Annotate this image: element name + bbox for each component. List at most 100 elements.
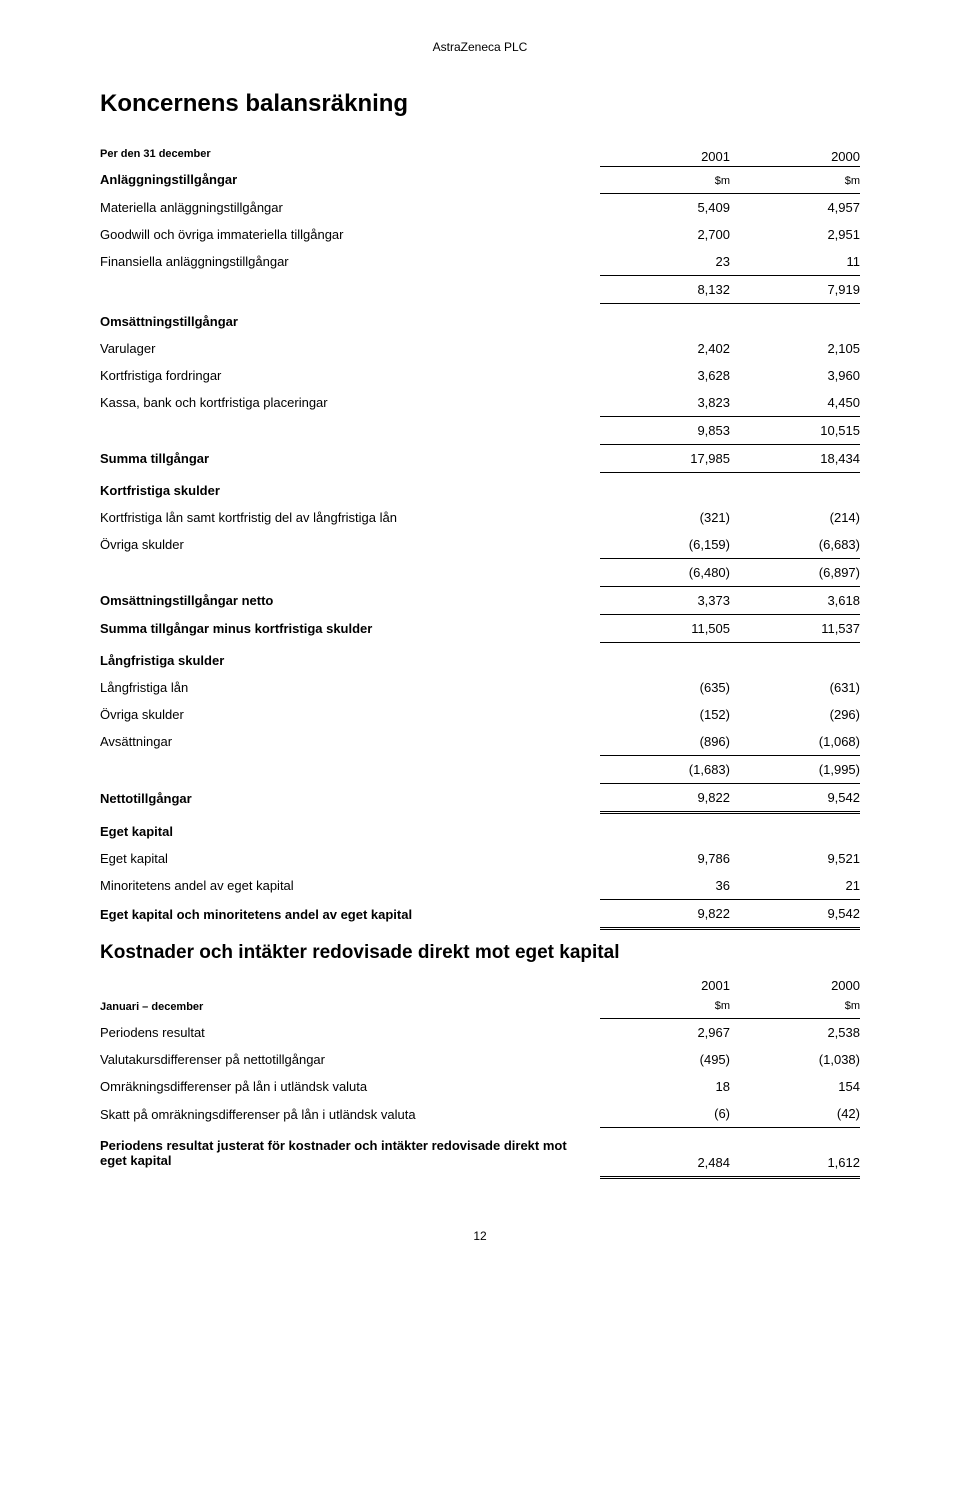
table-row: Finansiella anläggningstillgångar 23 11 bbox=[100, 248, 860, 276]
subtotal-row: (1,683) (1,995) bbox=[100, 755, 860, 783]
col-year-2: 2000 bbox=[730, 142, 860, 166]
row-val-2: 2,105 bbox=[730, 335, 860, 362]
row-val-2: (1,068) bbox=[730, 728, 860, 756]
section-langfristiga-skulder: Långfristiga skulder bbox=[100, 642, 860, 674]
table-row: Valutakursdifferenser på nettotillgångar… bbox=[100, 1046, 860, 1073]
row-val-2: 3,618 bbox=[730, 586, 860, 614]
main-title: Koncernens balansräkning bbox=[100, 90, 860, 118]
row-val-2: (214) bbox=[730, 504, 860, 531]
row-label: Omräkningsdifferenser på lån i utländsk … bbox=[100, 1073, 600, 1100]
unit-1: $m bbox=[600, 166, 730, 193]
row-val-2: 2,538 bbox=[730, 1019, 860, 1047]
row-val-2: (42) bbox=[730, 1100, 860, 1128]
row-val-1: 9,822 bbox=[600, 783, 730, 812]
row-val-2: 18,434 bbox=[730, 444, 860, 472]
col-year-2b: 2000 bbox=[730, 972, 860, 995]
row-label: Summa tillgångar bbox=[100, 444, 600, 472]
section-kortfristiga-skulder: Kortfristiga skulder bbox=[100, 472, 860, 504]
row-label: Eget kapital bbox=[100, 845, 600, 872]
row-val-2: 2,951 bbox=[730, 221, 860, 248]
row-label bbox=[100, 416, 600, 444]
table-row: Minoritetens andel av eget kapital 36 21 bbox=[100, 872, 860, 900]
row-val-1: 5,409 bbox=[600, 193, 730, 221]
subtotal-row: 9,853 10,515 bbox=[100, 416, 860, 444]
row-label: Skatt på omräkningsdifferenser på lån i … bbox=[100, 1100, 600, 1128]
table-row: Varulager 2,402 2,105 bbox=[100, 335, 860, 362]
row-label: Varulager bbox=[100, 335, 600, 362]
row-label: Periodens resultat bbox=[100, 1019, 600, 1047]
row-val-1: 3,373 bbox=[600, 586, 730, 614]
table-row: Skatt på omräkningsdifferenser på lån i … bbox=[100, 1100, 860, 1128]
row-label: Kortfristiga lån samt kortfristig del av… bbox=[100, 504, 600, 531]
row-label bbox=[100, 275, 600, 303]
table-row: Kortfristiga fordringar 3,628 3,960 bbox=[100, 362, 860, 389]
row-label bbox=[100, 558, 600, 586]
period-label-2-text: Januari – december bbox=[100, 995, 600, 1019]
row-label: Summa tillgångar minus kortfristiga skul… bbox=[100, 614, 600, 642]
row-label: Valutakursdifferenser på nettotillgångar bbox=[100, 1046, 600, 1073]
row-label: Eget kapital och minoritetens andel av e… bbox=[100, 899, 600, 928]
table-row: Goodwill och övriga immateriella tillgån… bbox=[100, 221, 860, 248]
equity-changes-table: 2001 2000 Januari – december $m $m Perio… bbox=[100, 972, 860, 1180]
row-val-2: 9,542 bbox=[730, 899, 860, 928]
row-val-1: 2,700 bbox=[600, 221, 730, 248]
row-label: Övriga skulder bbox=[100, 531, 600, 559]
row-val-1: (635) bbox=[600, 674, 730, 701]
total-row: Eget kapital och minoritetens andel av e… bbox=[100, 899, 860, 928]
row-label: Minoritetens andel av eget kapital bbox=[100, 872, 600, 900]
row-val-1: (6,159) bbox=[600, 531, 730, 559]
col-year-1b: 2001 bbox=[600, 972, 730, 995]
row-val-2: (6,683) bbox=[730, 531, 860, 559]
period-label: Per den 31 december bbox=[100, 142, 600, 166]
row-label: Avsättningar bbox=[100, 728, 600, 756]
row-val-1: 9,786 bbox=[600, 845, 730, 872]
row-val-1: (6) bbox=[600, 1100, 730, 1128]
unit-2b: $m bbox=[730, 995, 860, 1019]
row-val-2: 3,960 bbox=[730, 362, 860, 389]
row-label: Övriga skulder bbox=[100, 701, 600, 728]
row-label: Långfristiga lån bbox=[100, 674, 600, 701]
row-val-1: 36 bbox=[600, 872, 730, 900]
row-val-1: 18 bbox=[600, 1073, 730, 1100]
row-val-1: (6,480) bbox=[600, 558, 730, 586]
table-row: Avsättningar (896) (1,068) bbox=[100, 728, 860, 756]
row-val-2: 4,957 bbox=[730, 193, 860, 221]
table-row: Kortfristiga lån samt kortfristig del av… bbox=[100, 504, 860, 531]
row-label: Goodwill och övriga immateriella tillgån… bbox=[100, 221, 600, 248]
row-label bbox=[100, 755, 600, 783]
page-container: AstraZeneca PLC Koncernens balansräkning… bbox=[0, 0, 960, 1283]
year-header-row: Per den 31 december 2001 2000 bbox=[100, 142, 860, 166]
table-row: Eget kapital 9,786 9,521 bbox=[100, 845, 860, 872]
row-label: Periodens resultat justerat för kostnade… bbox=[100, 1128, 600, 1178]
row-val-2: (6,897) bbox=[730, 558, 860, 586]
section-label: Långfristiga skulder bbox=[100, 642, 860, 674]
row-label: Nettotillgångar bbox=[100, 783, 600, 812]
table-row: Omräkningsdifferenser på lån i utländsk … bbox=[100, 1073, 860, 1100]
row-val-1: 3,823 bbox=[600, 389, 730, 417]
row-val-1: (896) bbox=[600, 728, 730, 756]
row-val-2: 9,542 bbox=[730, 783, 860, 812]
unit-2: $m bbox=[730, 166, 860, 193]
row-val-2: 1,612 bbox=[730, 1128, 860, 1178]
row-val-2: 7,919 bbox=[730, 275, 860, 303]
secondary-title: Kostnader och intäkter redovisade direkt… bbox=[100, 942, 860, 964]
balance-sheet-table: Per den 31 december 2001 2000 Anläggning… bbox=[100, 142, 860, 930]
row-label: Materiella anläggningstillgångar bbox=[100, 193, 600, 221]
total-row: Summa tillgångar 17,985 18,434 bbox=[100, 444, 860, 472]
company-name: AstraZeneca PLC bbox=[100, 40, 860, 54]
unit-1b: $m bbox=[600, 995, 730, 1019]
total-row: Summa tillgångar minus kortfristiga skul… bbox=[100, 614, 860, 642]
total-row: Nettotillgångar 9,822 9,542 bbox=[100, 783, 860, 812]
row-val-1: (1,683) bbox=[600, 755, 730, 783]
total-row: Periodens resultat justerat för kostnade… bbox=[100, 1128, 860, 1178]
table-row: Övriga skulder (152) (296) bbox=[100, 701, 860, 728]
row-val-2: 21 bbox=[730, 872, 860, 900]
section-label: Kortfristiga skulder bbox=[100, 472, 860, 504]
row-val-1: 2,484 bbox=[600, 1128, 730, 1178]
row-val-1: 11,505 bbox=[600, 614, 730, 642]
row-val-1: 8,132 bbox=[600, 275, 730, 303]
subtotal-row: 8,132 7,919 bbox=[100, 275, 860, 303]
year-header-row-2: 2001 2000 bbox=[100, 972, 860, 995]
row-val-1: 23 bbox=[600, 248, 730, 276]
section-eget-kapital: Eget kapital bbox=[100, 812, 860, 845]
